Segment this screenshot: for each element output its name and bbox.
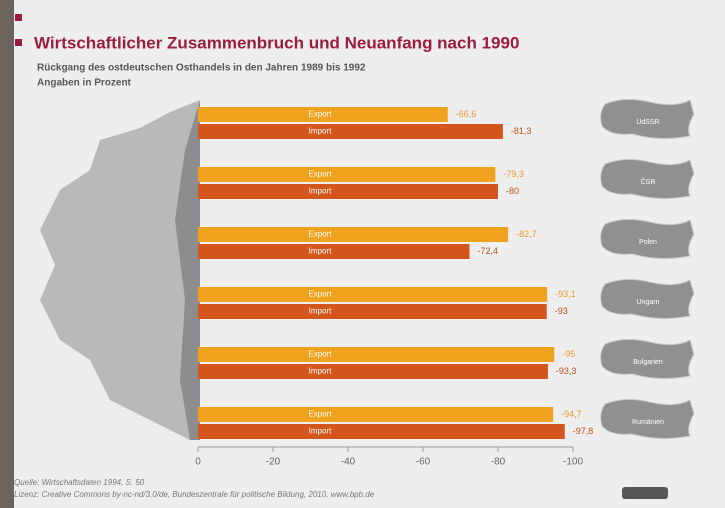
value-label: -66,6 [456, 109, 477, 119]
bar-series-label: Export [308, 230, 332, 239]
map-shade [175, 100, 200, 440]
bullet [15, 39, 22, 46]
value-label: -72,4 [478, 246, 499, 256]
category-label: ČSR [641, 177, 656, 186]
bar [198, 244, 470, 259]
value-label: -95 [562, 349, 575, 359]
category-label: UdSSR [636, 119, 659, 126]
bar [198, 107, 448, 122]
category-label: Polen [639, 239, 657, 246]
bar [198, 227, 509, 242]
country-map [600, 338, 695, 380]
bar [198, 364, 548, 379]
license: Lizenz: Creative Commons by-nc-nd/3.0/de… [14, 490, 375, 499]
value-label: -94,7 [561, 409, 582, 419]
x-tick-label: 0 [195, 457, 201, 468]
bar-series-label: Export [308, 110, 332, 119]
bar [198, 124, 503, 139]
bar-series-label: Import [309, 307, 332, 316]
bullet [15, 14, 22, 21]
bar-series-label: Import [309, 187, 332, 196]
bar-series-label: Import [309, 367, 332, 376]
bar-series-label: Export [308, 350, 332, 359]
x-tick-label: -100 [563, 457, 583, 468]
value-label: -82,7 [516, 229, 537, 239]
bar [198, 407, 554, 422]
value-label: -93,3 [556, 366, 577, 376]
value-label: -79,3 [503, 169, 524, 179]
bar [198, 424, 565, 439]
country-map [600, 158, 695, 200]
x-tick-label: -20 [266, 457, 281, 468]
bar-series-label: Import [309, 427, 332, 436]
map-shape [40, 100, 200, 440]
category-label: Bulgarien [633, 359, 663, 366]
unit-note: Angaben in Prozent [37, 78, 132, 89]
value-label: -97,8 [573, 426, 594, 436]
bar-series-label: Export [308, 290, 332, 299]
bar [198, 184, 498, 199]
country-map [600, 98, 695, 140]
country-map [600, 218, 695, 260]
chart-title: Wirtschaftlicher Zusammenbruch und Neuan… [34, 33, 519, 52]
x-tick-label: -60 [416, 457, 431, 468]
country-map [600, 278, 695, 320]
category-label: Ungarn [637, 299, 660, 306]
bar [198, 167, 496, 182]
subtitle: Rückgang des ostdeutschen Osthandels in … [37, 63, 366, 74]
bar-series-label: Import [309, 127, 332, 136]
value-label: -93,1 [555, 289, 576, 299]
bar [198, 287, 548, 302]
country-map [600, 398, 695, 440]
bar [198, 347, 555, 362]
photo-edge [0, 0, 14, 508]
source: Quelle: Wirtschaftsdaten 1994, S. 50 [14, 478, 145, 487]
x-tick-label: -80 [491, 457, 506, 468]
cc-badge [622, 487, 668, 499]
value-label: -93 [555, 306, 568, 316]
bar-series-label: Export [308, 410, 332, 419]
bar [198, 304, 547, 319]
value-label: -81,3 [511, 126, 532, 136]
x-tick-label: -40 [341, 457, 356, 468]
bar-series-label: Import [309, 247, 332, 256]
category-label: Rumänien [632, 419, 664, 426]
value-label: -80 [506, 186, 519, 196]
bar-series-label: Export [308, 170, 332, 179]
